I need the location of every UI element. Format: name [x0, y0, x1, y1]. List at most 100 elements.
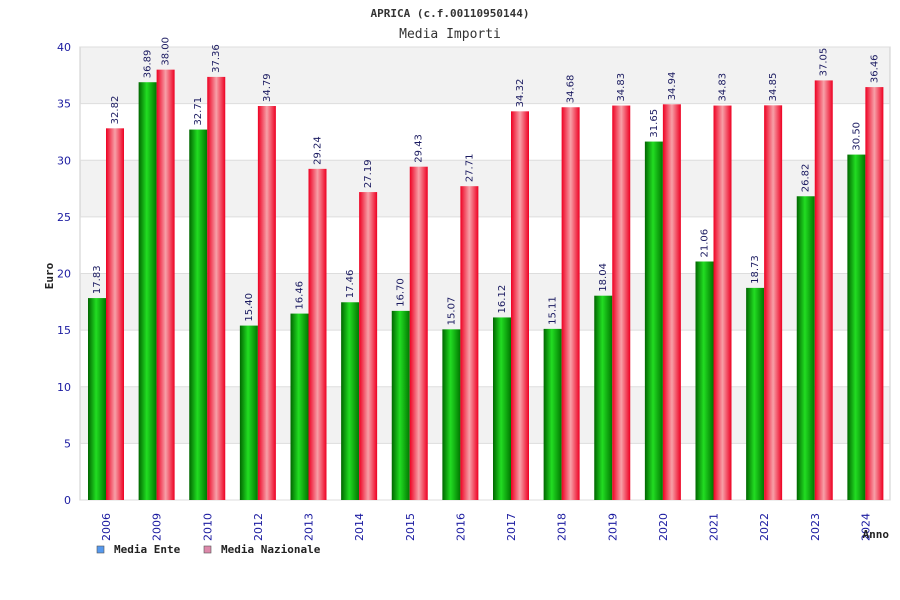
bar-media-ente-2024	[847, 154, 866, 500]
x-tick-label: 2020	[657, 513, 670, 541]
bar-media-nazionale-2015	[409, 166, 428, 500]
x-tick-label: 2018	[556, 513, 569, 541]
bar-media-nazionale-2024	[865, 87, 884, 500]
y-tick-label: 0	[64, 494, 71, 507]
data-label: 36.89	[143, 50, 154, 79]
chart-subtitle: Media Importi	[399, 27, 501, 42]
bar-media-ente-2015	[391, 310, 410, 500]
data-label: 26.82	[801, 164, 812, 193]
y-tick-label: 40	[57, 41, 71, 54]
data-label: 38.00	[161, 37, 172, 66]
legend-swatch-media-ente	[96, 545, 105, 554]
data-label: 16.70	[396, 278, 407, 307]
bar-media-ente-2022	[746, 287, 765, 500]
legend: Media Ente Media Nazionale	[96, 543, 321, 556]
bar-media-nazionale-2018	[561, 107, 580, 501]
data-label: 31.65	[649, 109, 660, 138]
y-tick-label: 35	[57, 98, 71, 111]
bar-media-nazionale-2021	[713, 105, 732, 501]
data-label: 27.19	[363, 159, 374, 188]
data-label: 16.46	[295, 281, 306, 310]
bar-media-nazionale-2016	[460, 186, 479, 500]
x-tick-label: 2010	[201, 513, 214, 541]
data-label: 29.24	[313, 136, 324, 165]
y-tick-label: 20	[57, 268, 71, 281]
y-tick-label: 15	[57, 324, 71, 337]
data-label: 37.05	[819, 48, 830, 77]
data-label: 37.36	[211, 44, 222, 73]
x-tick-label: 2017	[505, 513, 518, 541]
x-tick-label: 2022	[758, 513, 771, 541]
y-tick-label: 10	[57, 381, 71, 394]
x-tick-label: 2014	[353, 513, 366, 541]
data-label: 16.12	[497, 285, 508, 314]
data-label: 15.11	[548, 296, 559, 325]
y-tick-label: 25	[57, 211, 71, 224]
bar-media-ente-2012	[239, 325, 258, 500]
bar-media-nazionale-2006	[106, 128, 124, 500]
data-label: 18.73	[750, 255, 761, 284]
bar-media-ente-2010	[189, 129, 208, 500]
bar-media-nazionale-2023	[814, 80, 833, 500]
bar-media-nazionale-2020	[662, 104, 681, 500]
data-label: 34.32	[515, 79, 526, 108]
data-label: 34.83	[616, 73, 627, 102]
x-tick-label: 2012	[252, 513, 265, 541]
x-tick-label: 2023	[809, 513, 822, 541]
data-label: 18.04	[598, 263, 609, 292]
bar-media-ente-2006	[88, 298, 106, 500]
bar-media-nazionale-2017	[511, 111, 529, 501]
bar-media-nazionale-2012	[257, 106, 276, 501]
bar-media-ente-2013	[290, 313, 309, 500]
bar-media-ente-2023	[796, 196, 815, 501]
bars	[88, 69, 884, 501]
x-tick-label: 2024	[859, 513, 872, 541]
x-tick-label: 2019	[606, 513, 619, 541]
legend-swatch-media-nazionale	[203, 545, 212, 554]
bar-media-ente-2021	[695, 261, 714, 500]
bar-media-nazionale-2019	[612, 105, 631, 501]
data-label: 36.46	[869, 54, 880, 83]
data-label: 30.50	[851, 122, 862, 151]
y-axis-label: Euro	[43, 262, 56, 289]
data-label: 15.40	[244, 293, 255, 322]
chart-title: APRICA (c.f.00110950144)	[371, 7, 530, 20]
x-axis-label: Anno	[863, 528, 890, 541]
x-tick-label: 2006	[100, 513, 113, 541]
data-label: 17.46	[345, 270, 356, 299]
bar-media-ente-2020	[644, 141, 663, 500]
bar-media-ente-2009	[138, 82, 157, 500]
data-label: 27.71	[464, 154, 475, 183]
x-tick-label: 2009	[151, 513, 164, 541]
x-tick-label: 2015	[404, 513, 417, 541]
bar-media-nazionale-2009	[156, 69, 175, 501]
y-tick-label: 5	[64, 437, 71, 450]
x-tick-label: 2021	[708, 513, 721, 541]
bar-media-ente-2014	[341, 302, 360, 500]
bar-media-nazionale-2010	[207, 76, 226, 500]
data-label: 32.82	[110, 96, 121, 125]
bar-media-ente-2018	[543, 328, 562, 500]
data-label: 34.68	[566, 75, 577, 104]
bar-media-ente-2017	[493, 317, 511, 500]
bar-media-nazionale-2013	[308, 168, 327, 500]
data-label: 34.85	[768, 73, 779, 102]
legend-label-media-ente: Media Ente	[114, 543, 181, 556]
data-label: 34.83	[718, 73, 729, 102]
data-label: 17.83	[92, 265, 103, 294]
bar-media-nazionale-2014	[359, 192, 378, 501]
y-tick-label: 30	[57, 154, 71, 167]
data-label: 34.79	[262, 73, 273, 102]
y-axis-ticks: 0 5 10 15 20 25 30 35 40	[57, 41, 71, 507]
data-label: 29.43	[414, 134, 425, 163]
x-tick-label: 2016	[454, 513, 467, 541]
x-axis-ticks: 2006 2009 2010 2012 2013 2014 2015 2016 2017 2018…	[100, 513, 872, 541]
bar-media-ente-2019	[594, 295, 613, 500]
data-label: 21.06	[700, 229, 711, 258]
data-label: 34.94	[667, 72, 678, 101]
bar-media-ente-2016	[442, 329, 461, 500]
x-tick-label: 2013	[303, 513, 316, 541]
bar-media-nazionale-2022	[764, 105, 783, 500]
data-label: 32.71	[193, 97, 204, 126]
